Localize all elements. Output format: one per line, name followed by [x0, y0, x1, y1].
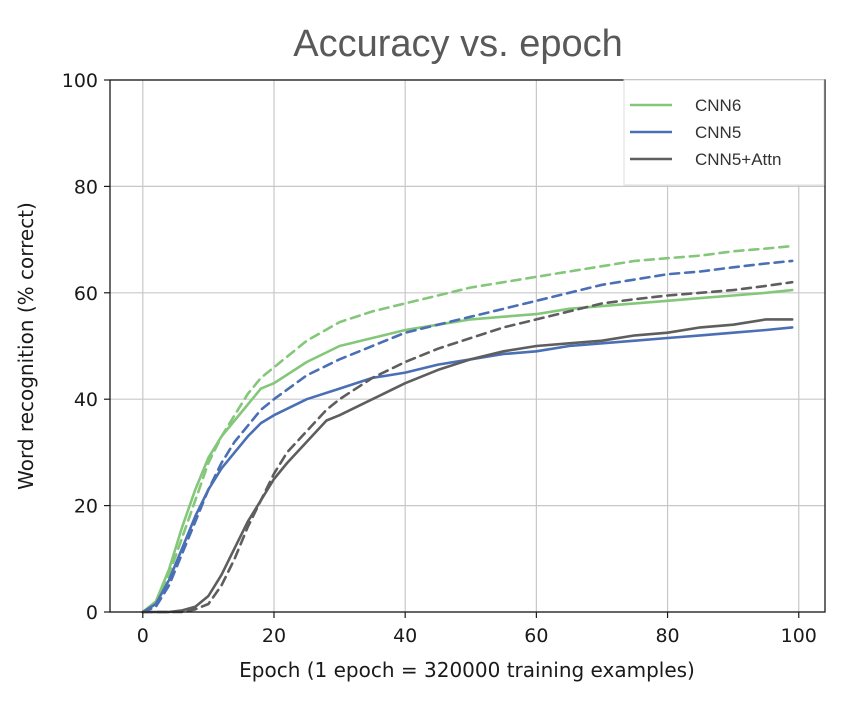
plot-frame [109, 79, 826, 613]
y-tick-label-0: 0 [86, 602, 98, 624]
y-tick-label-2: 40 [74, 389, 98, 411]
legend: CNN6 CNN5 CNN5+Attn [623, 79, 825, 186]
y-axis-ticks: 0 20 40 60 80 100 [62, 70, 110, 624]
series-line-5-dashed [141, 280, 794, 614]
legend-label-0: CNN6 [695, 96, 741, 115]
x-axis-ticks: 0 20 40 60 80 100 [137, 612, 817, 647]
x-tick-label-4: 80 [655, 625, 679, 647]
y-tick-label-1: 20 [74, 496, 98, 518]
legend-label-1: CNN5 [695, 123, 741, 142]
x-tick-label-5: 100 [781, 625, 817, 647]
series-line-3-dashed [141, 259, 794, 614]
series-line-0-solid [141, 288, 794, 614]
x-tick-label-3: 60 [524, 625, 548, 647]
series-layer [141, 244, 794, 614]
x-tick-label-2: 40 [393, 625, 417, 647]
x-tick-label-1: 20 [262, 625, 286, 647]
y-tick-label-4: 80 [74, 176, 98, 198]
chart-title: Accuracy vs. epoch [293, 23, 622, 65]
x-axis-label: Epoch (1 epoch = 320000 training example… [239, 658, 695, 682]
x-tick-label-0: 0 [137, 625, 149, 647]
y-tick-label-3: 60 [74, 283, 98, 305]
y-tick-label-5: 100 [62, 70, 98, 92]
series-line-1-dashed [141, 244, 794, 614]
y-axis-label: Word recognition (% correct) [14, 202, 38, 490]
legend-label-2: CNN5+Attn [695, 150, 781, 169]
series-line-4-solid [141, 318, 794, 614]
